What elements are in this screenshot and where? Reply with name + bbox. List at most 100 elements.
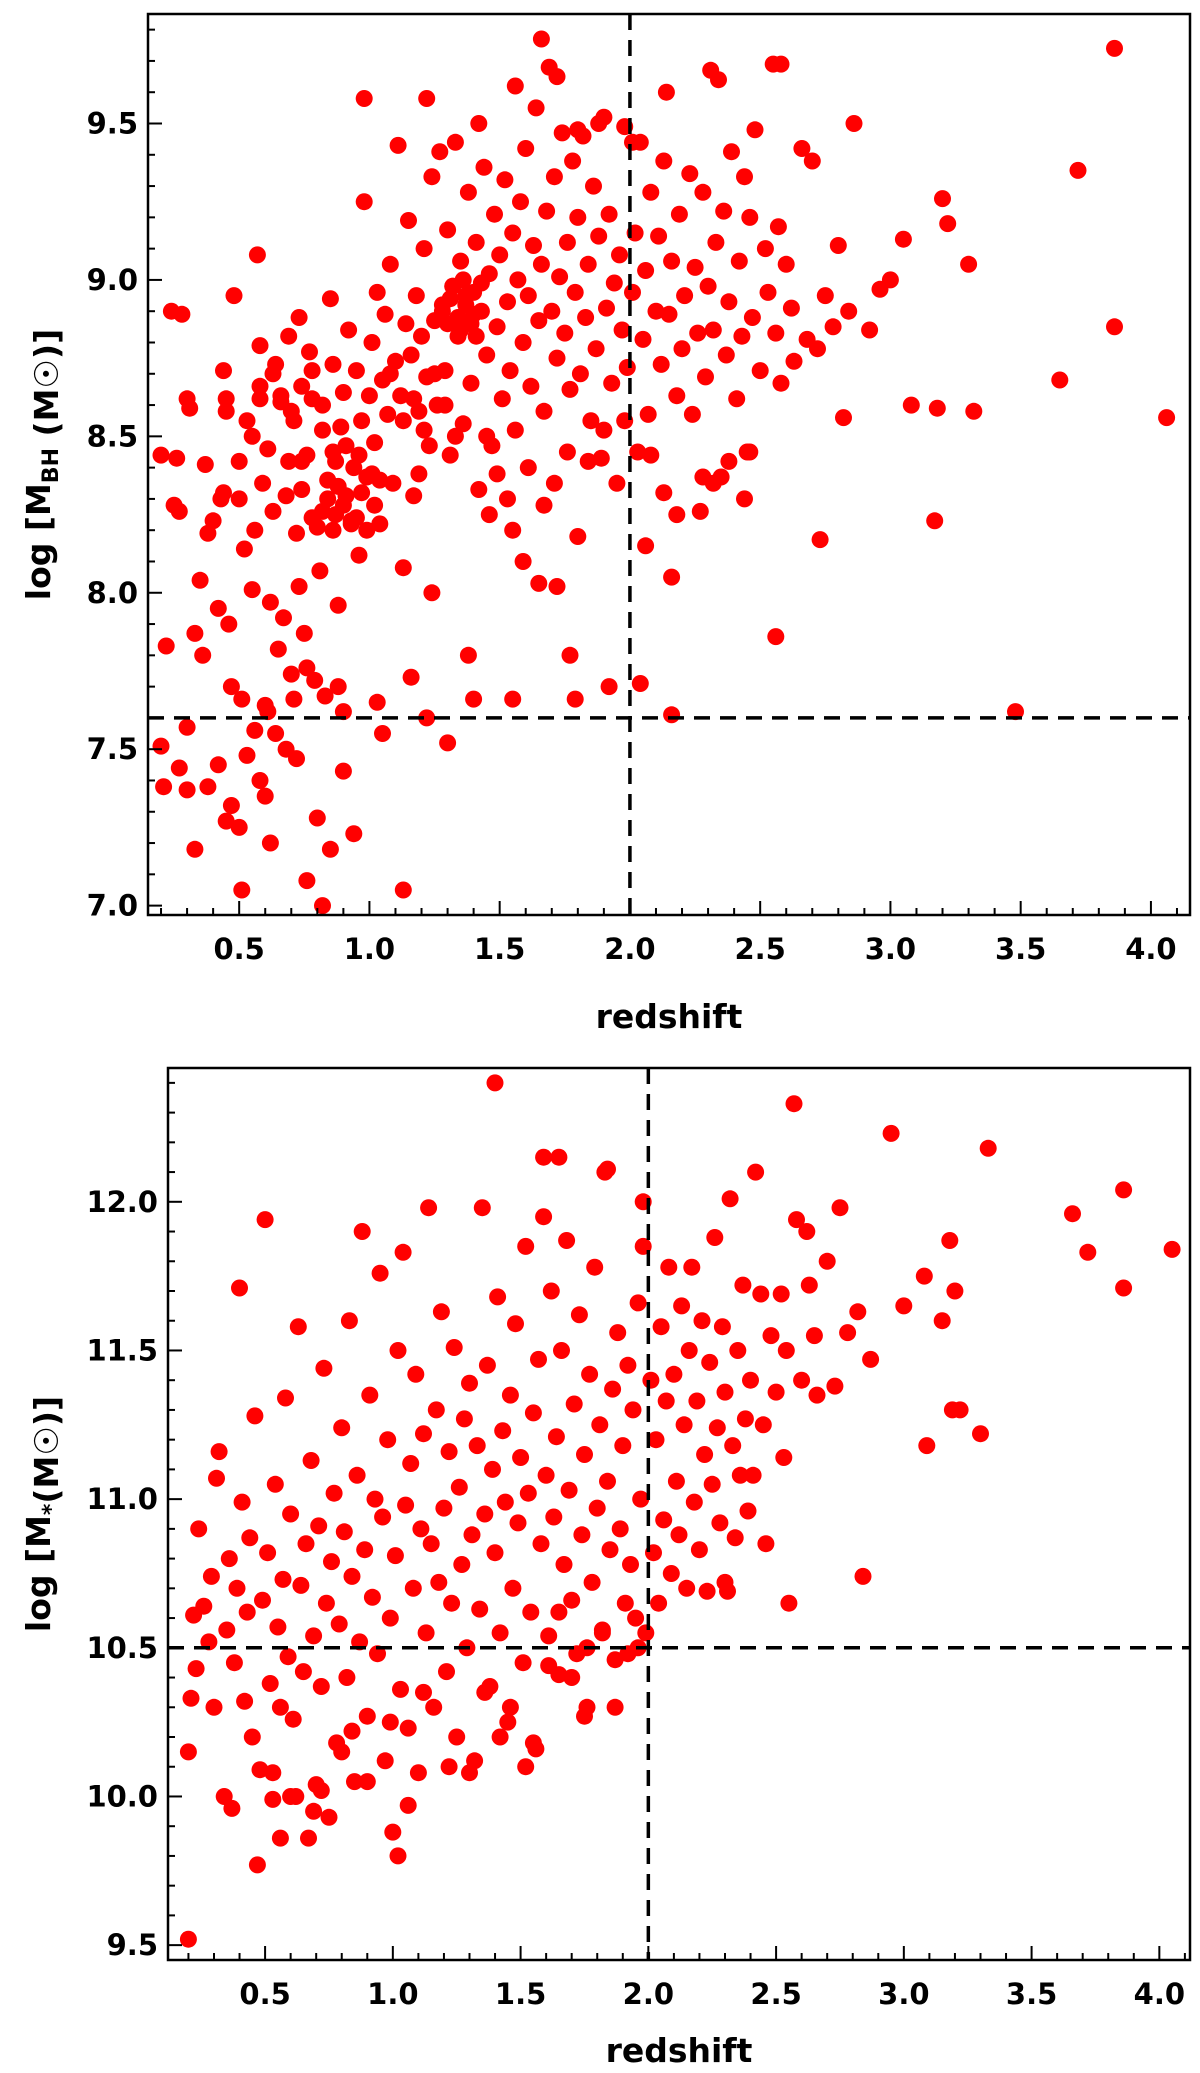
data-point	[854, 1567, 872, 1585]
data-point	[361, 1386, 379, 1404]
data-point	[473, 1199, 491, 1217]
data-point	[405, 487, 423, 505]
data-point	[402, 1455, 420, 1472]
data-point	[501, 362, 519, 380]
data-point	[230, 452, 248, 470]
data-point	[470, 115, 488, 132]
data-point	[324, 355, 342, 373]
data-point	[208, 1469, 225, 1487]
data-point	[368, 693, 386, 711]
data-point	[632, 1490, 650, 1508]
data-point	[496, 1493, 514, 1511]
data-point	[540, 1657, 558, 1675]
data-point	[1115, 1181, 1133, 1199]
data-point	[259, 1544, 277, 1562]
data-point	[663, 706, 681, 724]
data-point	[308, 809, 326, 827]
data-point	[463, 1526, 481, 1544]
data-point	[238, 1603, 256, 1621]
data-point	[491, 1728, 509, 1746]
data-point	[486, 205, 503, 223]
data-point	[668, 506, 686, 524]
y-tick-label: 11.5	[86, 1333, 158, 1367]
data-point	[736, 1410, 754, 1428]
data-point	[583, 1573, 601, 1591]
data-point	[1115, 1279, 1133, 1297]
data-point	[767, 324, 785, 342]
data-point	[353, 1223, 371, 1240]
data-point	[334, 762, 352, 780]
data-point	[683, 405, 701, 423]
data-point	[538, 202, 556, 220]
data-point	[535, 1208, 553, 1226]
data-point	[298, 659, 316, 677]
data-point	[417, 1624, 435, 1642]
data-point	[204, 512, 222, 530]
data-point	[694, 183, 712, 201]
data-point	[316, 687, 334, 705]
data-point	[1158, 409, 1176, 427]
data-point	[440, 1443, 458, 1461]
data-point	[769, 218, 787, 236]
data-point	[215, 362, 232, 380]
data-point	[418, 709, 436, 727]
data-point	[321, 290, 339, 308]
data-point	[389, 1847, 407, 1865]
data-point	[311, 562, 329, 580]
data-point	[366, 1490, 384, 1508]
data-point	[1051, 371, 1069, 389]
data-point	[642, 183, 660, 201]
data-point	[724, 1437, 742, 1455]
data-point	[494, 1422, 512, 1440]
data-point	[225, 1654, 243, 1672]
x-tick-label: 3.0	[865, 932, 916, 966]
data-point	[532, 30, 550, 48]
data-point	[246, 1407, 264, 1425]
data-point	[558, 443, 576, 461]
data-point	[504, 690, 522, 708]
data-point	[606, 1651, 624, 1669]
data-point	[862, 1350, 880, 1368]
data-point	[488, 318, 506, 336]
data-point	[563, 1669, 581, 1686]
data-point	[285, 690, 303, 708]
data-point	[448, 1728, 466, 1746]
data-point	[517, 1758, 535, 1776]
data-point	[267, 725, 285, 742]
data-point	[689, 324, 707, 342]
data-point	[228, 1579, 246, 1597]
data-point	[979, 1139, 997, 1157]
data-point	[752, 1285, 770, 1303]
data-point	[179, 1743, 197, 1761]
data-point	[312, 1782, 330, 1799]
data-point	[586, 1258, 604, 1276]
x-tick-label: 2.0	[623, 1977, 674, 2011]
data-point	[524, 1404, 542, 1422]
data-point	[499, 293, 516, 311]
data-point	[553, 124, 571, 142]
data-point	[271, 1698, 289, 1716]
data-point	[504, 1579, 522, 1597]
data-point	[657, 83, 675, 101]
data-point	[530, 574, 548, 592]
data-point	[384, 474, 402, 492]
data-point	[624, 283, 641, 301]
data-point	[415, 240, 433, 258]
data-point	[254, 1591, 271, 1609]
data-point	[381, 1609, 399, 1627]
data-point	[402, 668, 420, 686]
data-point	[266, 1475, 284, 1493]
data-point	[321, 840, 339, 858]
data-point	[264, 1790, 282, 1808]
data-point	[305, 1627, 323, 1645]
data-point	[504, 521, 522, 539]
data-point	[506, 77, 524, 95]
data-point	[566, 690, 584, 708]
data-point	[210, 1443, 228, 1461]
data-point	[205, 1698, 223, 1716]
data-point	[261, 834, 279, 852]
data-point	[423, 168, 441, 186]
data-point	[441, 446, 459, 464]
data-point	[470, 481, 488, 498]
data-point	[472, 302, 490, 320]
